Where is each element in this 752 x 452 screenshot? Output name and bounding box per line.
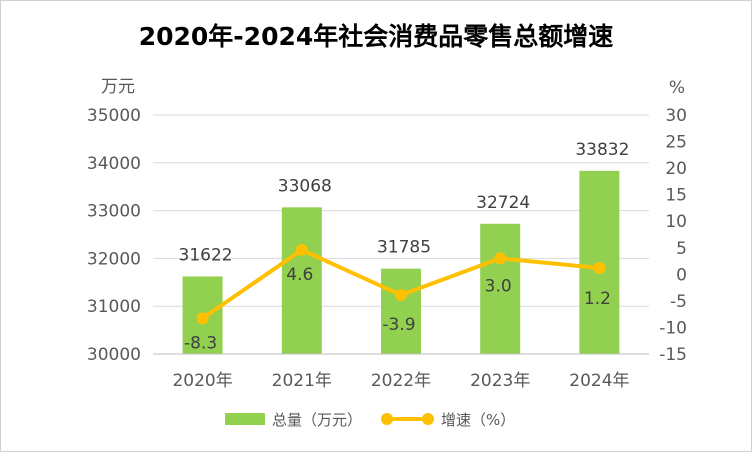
chart-title: 2020年-2024年社会消费品零售总额增速 [139,22,614,51]
line-marker [395,289,407,302]
left-tick-label: 35000 [87,106,141,126]
legend-line-label: 增速（%） [441,411,515,429]
line-series [196,243,606,325]
legend-line-marker [422,413,434,425]
legend-bar-swatch [225,413,265,425]
line-marker [494,252,507,265]
left-tick-label: 30000 [87,345,141,365]
line-data-label: 3.0 [485,276,512,296]
left-tick-label: 34000 [87,154,141,174]
bar [381,268,421,354]
right-axis-unit: % [669,78,685,98]
bar-data-label: 32724 [476,193,530,213]
bar [480,223,521,354]
x-tick-label: 2024年 [569,371,629,391]
line-data-label: 1.2 [584,289,611,309]
x-tick-label: 2020年 [172,371,232,391]
bar-data-label: 33832 [575,140,629,160]
left-tick-label: 32000 [87,249,141,269]
line-marker [295,243,308,256]
line-marker [196,312,209,325]
line-data-label: -3.9 [382,315,415,335]
bar-data-label: 31785 [377,238,431,258]
right-tick-label: -5 [670,292,687,312]
legend-bar-label: 总量（万元） [272,411,362,429]
x-tick-label: 2021年 [272,371,332,391]
left-tick-label: 31000 [87,297,141,317]
line-marker [593,261,606,274]
axes: 30000 31000 32000 33000 34000 35000 -15 -10 -5 0 5… [87,106,687,391]
right-tick-label: 5 [676,239,687,259]
line-data-label: -8.3 [184,333,217,353]
right-tick-label: 20 [665,159,687,179]
bar [281,207,322,354]
right-tick-label: 10 [665,212,687,232]
right-tick-label: 15 [665,186,687,206]
line-data-label: 4.6 [286,265,313,285]
legend: 总量（万元） 增速（%） [225,411,515,429]
bar-data-label: 31622 [179,245,233,265]
left-tick-label: 33000 [87,202,141,222]
bar-series [182,170,620,354]
left-axis-unit: 万元 [101,77,135,97]
right-tick-label: -10 [659,318,687,338]
gridlines [153,114,649,307]
x-tick-label: 2022年 [371,371,431,391]
right-tick-label: -15 [659,345,687,365]
bar-data-label: 33068 [278,176,332,196]
right-tick-label: 25 [665,133,687,153]
right-tick-label: 0 [676,265,687,285]
legend-line-marker [381,413,393,425]
x-tick-label: 2023年 [470,371,530,391]
data-labels: 31622 33068 31785 32724 33832 -8.3 4.6 -3.9 3.0 1… [179,140,630,354]
right-tick-label: 30 [665,106,687,126]
